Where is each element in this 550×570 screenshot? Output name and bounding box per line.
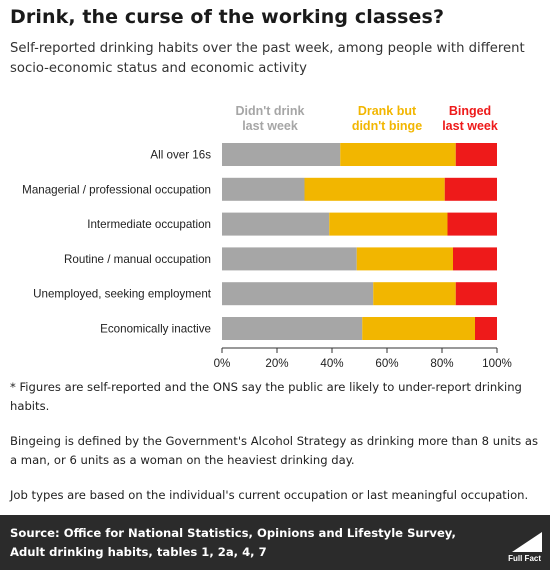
source-citation: Source: Office for National Statistics, … — [10, 524, 480, 562]
category-label: Unemployed, seeking employment — [33, 288, 212, 301]
chart-title: Drink, the curse of the working classes? — [10, 6, 445, 28]
source-label: Source: — [10, 526, 60, 540]
bar-segment-series-0 — [222, 282, 374, 306]
legend-line: last week — [442, 119, 498, 133]
bar-segment-series-2 — [475, 317, 497, 340]
x-axis-tick-label: 80% — [430, 357, 453, 370]
legend-line: Didn't drink — [236, 104, 305, 118]
bar-segment-series-1 — [373, 282, 456, 306]
legend-label-series-2: Binged last week — [442, 104, 498, 133]
bar-segment-series-1 — [362, 317, 475, 340]
full-fact-logo: Full Fact — [508, 532, 542, 563]
bar-segment-series-0 — [222, 317, 363, 340]
legend-line: last week — [242, 119, 298, 133]
bar-segment-series-0 — [222, 212, 330, 236]
category-label: Economically inactive — [100, 323, 211, 336]
bar-segment-series-0 — [222, 247, 357, 271]
x-axis-tick-label: 0% — [214, 357, 231, 370]
category-label: Routine / manual occupation — [64, 253, 211, 266]
logo-text: Full Fact — [508, 554, 541, 563]
category-label: All over 16s — [150, 149, 211, 162]
legend-line: Binged — [449, 104, 491, 118]
bar-segment-series-1 — [329, 212, 448, 236]
logo-triangle-icon — [512, 532, 542, 552]
x-axis-tick-label: 60% — [375, 357, 398, 370]
bar-segment-series-2 — [455, 143, 497, 166]
category-label: Intermediate occupation — [87, 218, 211, 231]
legend-line: didn't binge — [352, 119, 422, 133]
bar-segment-series-0 — [222, 177, 305, 201]
source-footer: Source: Office for National Statistics, … — [0, 515, 550, 570]
chart-subtitle: Self-reported drinking habits over the p… — [10, 41, 525, 76]
note-binge-definition: Bingeing is defined by the Government's … — [10, 434, 539, 467]
x-axis-tick-label: 40% — [320, 357, 343, 370]
bar-segment-series-1 — [304, 177, 445, 201]
note-self-reported: * Figures are self-reported and the ONS … — [10, 380, 522, 413]
note-job-types: Job types are based on the individual's … — [10, 488, 529, 502]
category-label: Managerial / professional occupation — [22, 183, 211, 196]
legend-label-series-0: Didn't drink last week — [236, 104, 305, 133]
bar-segment-series-2 — [455, 282, 497, 306]
bar-segment-series-1 — [356, 247, 453, 271]
legend-line: Drank but — [358, 104, 417, 118]
source-text: Office for National Statistics, Opinions… — [10, 526, 456, 559]
legend-label-series-1: Drank but didn't binge — [352, 104, 422, 133]
x-axis-tick-label: 100% — [482, 357, 512, 370]
x-axis-tick-label: 20% — [265, 357, 288, 370]
bar-segment-series-0 — [222, 143, 341, 166]
bar-segment-series-2 — [447, 212, 497, 236]
bar-segment-series-1 — [340, 143, 456, 166]
bar-segment-series-2 — [444, 177, 497, 201]
bar-segment-series-2 — [453, 247, 497, 271]
